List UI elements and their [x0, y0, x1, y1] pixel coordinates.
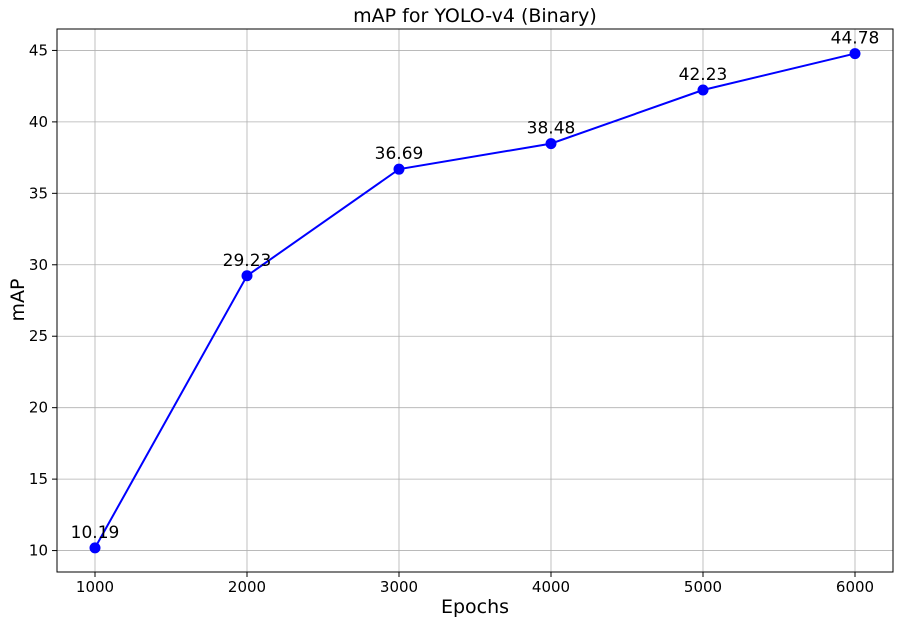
- y-tick-label: 10: [29, 542, 48, 560]
- y-tick-label: 20: [29, 399, 48, 417]
- y-tick-label: 30: [29, 256, 48, 274]
- x-tick-label: 2000: [228, 578, 266, 596]
- x-axis-label: Epochs: [441, 596, 509, 618]
- plot-frame: [56, 28, 894, 573]
- data-label: 29.23: [223, 251, 272, 271]
- data-label: 42.23: [679, 65, 728, 85]
- data-point: [241, 270, 253, 282]
- data-label: 36.69: [375, 144, 424, 164]
- series-line: [94, 52, 856, 549]
- y-tick-label: 35: [29, 184, 48, 202]
- x-tick-label: 6000: [836, 578, 874, 596]
- data-point: [89, 542, 101, 554]
- x-tick-label: 4000: [532, 578, 570, 596]
- x-tick-label: 3000: [380, 578, 418, 596]
- y-tick-label: 45: [29, 41, 48, 59]
- chart-title: mAP for YOLO-v4 (Binary): [353, 5, 597, 27]
- data-point: [697, 84, 709, 96]
- y-tick-label: 40: [29, 113, 48, 131]
- data-point: [545, 138, 557, 150]
- data-label: 44.78: [831, 29, 880, 49]
- data-labels: 10.19 29.23 36.69 38.48 42.23 44.78: [71, 29, 880, 543]
- data-point: [393, 163, 405, 175]
- data-point: [849, 48, 861, 60]
- series-layer: [89, 48, 861, 554]
- y-axis-label: mAP: [7, 279, 29, 322]
- y-tick-label: 15: [29, 470, 48, 488]
- x-tick-label: 1000: [76, 578, 114, 596]
- data-label: 10.19: [71, 523, 120, 543]
- y-tick-label: 25: [29, 327, 48, 345]
- x-tick-label: 5000: [684, 578, 722, 596]
- axis-ticks: 1000 2000 3000 4000 5000 6000 10 15 20 25 30 35 40 45: [29, 41, 874, 596]
- data-label: 38.48: [527, 119, 576, 139]
- grid-lines: [57, 29, 893, 572]
